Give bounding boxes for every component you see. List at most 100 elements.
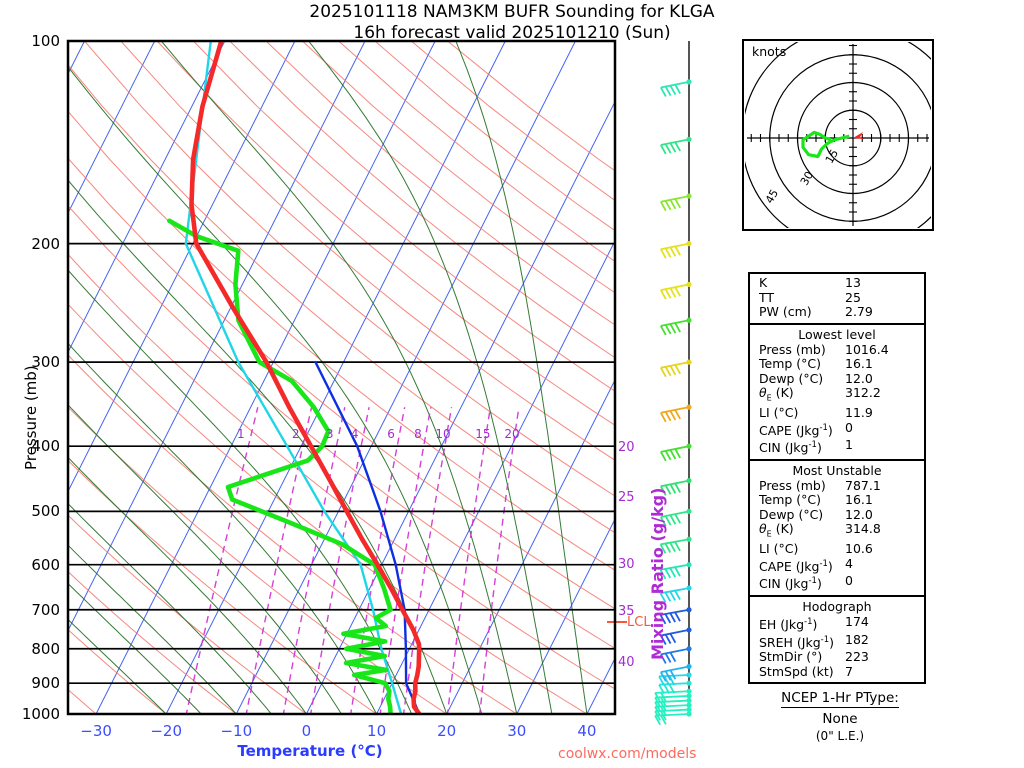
index-row: PW (cm) 2.79 [750,304,924,320]
ptype-heading: NCEP 1-Hr PType: [781,690,899,708]
lowest-level-row: θE (K) 312.2 [750,385,924,406]
pressure-tick-200: 200 [31,234,60,253]
most-unstable-key: LI (°C) [759,541,799,557]
hodograph-stat-key: SREH (Jkg-1) [759,634,835,650]
lowest-level-row: Press (mb) 1016.4 [750,341,924,358]
most-unstable-row: Dewp (°C) 12.0 [750,506,924,523]
pressure-tick-1000: 1000 [21,705,60,723]
most-unstable-row: Press (mb) 787.1 [750,477,924,494]
mixing-ratio-8: 8 [414,427,422,441]
lowest-level-heading: Lowest level [798,326,876,342]
mixing-ratio-1: 1 [237,427,245,441]
hodograph-rows: EH (Jkg-1) 174 SREH (Jkg-1) 182 StmDir (°) 22… [750,615,924,679]
lowest-level-value: 1 [845,437,853,453]
most-unstable-value: 16.1 [845,492,873,508]
lowest-level-value: 12.0 [845,370,873,386]
lowest-level-row: CAPE (Jkg-1) 0 [750,419,924,439]
lowest-level-key: Press (mb) [759,341,826,357]
index-key: K [759,275,768,290]
ptype-value: None [822,711,858,727]
height-label-40: 40 [618,655,635,670]
temperature-tick-30: 30 [507,722,527,740]
most-unstable-key: θE (K) [759,521,794,539]
stats-section-indices: K 13 TT 25 PW (cm) 2.79 [748,272,926,323]
height-label-35: 35 [618,604,635,619]
mixing-ratio-6: 6 [387,427,395,441]
hodograph-stat-key: EH (Jkg-1) [759,617,818,633]
lowest-level-rows: Press (mb) 1016.4 Temp (°C) 16.1 Dewp (°C) 12… [750,341,924,456]
temperature-tick--10: −10 [220,722,253,740]
index-value: 2.79 [845,304,873,319]
hodograph-stat-row: StmSpd (kt) 7 [750,663,924,680]
pressure-tick-900: 900 [31,674,60,693]
pressure-tick-600: 600 [31,555,60,574]
hodograph-stat-row: SREH (Jkg-1) 182 [750,632,924,651]
most-unstable-key: Dewp (°C) [759,506,824,522]
most-unstable-row: LI (°C) 10.6 [750,542,924,557]
lowest-level-key: Dewp (°C) [759,370,824,386]
temperature-tick-20: 20 [437,722,457,740]
most-unstable-value: 314.8 [845,521,881,537]
most-unstable-row: CIN (Jkg-1) 0 [750,574,924,592]
index-key: PW (cm) [759,304,812,319]
most-unstable-row: Temp (°C) 16.1 [750,493,924,508]
pressure-tick-800: 800 [31,639,60,658]
hodograph-trace [801,130,850,159]
mixing-ratio-15: 15 [475,427,491,441]
hodograph-stat-row: StmDir (°) 223 [750,650,924,665]
index-key: TT [759,289,775,305]
most-unstable-key: CAPE (Jkg-1) [759,558,833,574]
hodograph-stat-key: StmSpd (kt) [759,663,834,679]
lowest-level-key: Temp (°C) [759,356,822,371]
ptype-panel: NCEP 1-Hr PType: None (0" L.E.) [740,690,940,743]
title-line-1: 2025101118 NAM3KM BUFR Sounding for KLGA [309,2,715,22]
pressure-tick-700: 700 [31,600,60,619]
hodograph-plot [745,42,931,228]
skewt-grid [68,41,615,714]
temperature-tick-0: 0 [301,722,312,740]
indices-rows: K 13 TT 25 PW (cm) 2.79 [750,275,924,320]
lowest-level-key: CAPE (Jkg-1) [759,422,833,438]
lowest-level-key: θE (K) [759,385,794,403]
title-line-2: 16h forecast valid 2025101210 (Sun) [353,23,671,43]
lowest-level-value: 1016.4 [845,341,889,357]
lowest-level-value: 16.1 [845,356,873,371]
most-unstable-value: 10.6 [845,541,873,557]
temperature-trace [189,41,422,714]
height-label-30: 30 [618,557,635,572]
index-row: TT 25 [750,289,924,306]
mixing-ratio-4: 4 [350,427,359,441]
hodograph-stat-value: 174 [845,614,869,630]
most-unstable-value: 787.1 [845,477,881,493]
most-unstable-key: Temp (°C) [759,492,822,508]
most-unstable-row: θE (K) 314.8 [750,522,924,542]
height-label-25: 25 [618,490,635,505]
temperature-axis-title: Temperature (°C) [237,742,383,760]
hodograph-stat-row: EH (Jkg-1) 174 [750,615,924,633]
lowest-level-key: CIN (Jkg-1) [759,440,822,456]
hodograph-frame [742,39,934,231]
height-label-20: 20 [618,440,635,455]
mixing-ratio-3: 3 [325,427,334,441]
statistics-panel: K 13 TT 25 PW (cm) 2.79 Lowest level Press (m… [748,272,926,685]
credit-text: coolwx.com/models [558,746,697,762]
temperature-tick-40: 40 [577,722,597,740]
pressure-tick-100: 100 [31,32,60,50]
most-unstable-value: 12.0 [845,506,873,522]
stats-section-most-unstable: Most Unstable Press (mb) 787.1 Temp (°C) 16… [748,458,926,596]
most-unstable-rows: Press (mb) 787.1 Temp (°C) 16.1 Dewp (°C) 12.… [750,477,924,592]
lowest-level-value: 0 [845,419,853,435]
most-unstable-value: 0 [845,573,853,589]
lowest-level-row: CIN (Jkg-1) 1 [750,438,924,456]
most-unstable-heading: Most Unstable [792,462,882,478]
pressure-axis-title: Pressure (mb) [22,365,40,470]
parcel-trace [314,360,421,714]
most-unstable-row: CAPE (Jkg-1) 4 [750,556,924,575]
pressure-tick-500: 500 [31,502,60,521]
temperature-tick--20: −20 [150,722,183,740]
dewpoint-trace [167,218,393,714]
stats-section-lowest-level: Lowest level Press (mb) 1016.4 Temp (°C) 16… [748,322,926,459]
hodograph-stat-key: StmDir (°) [759,649,823,665]
lowest-level-key: LI (°C) [759,405,799,420]
